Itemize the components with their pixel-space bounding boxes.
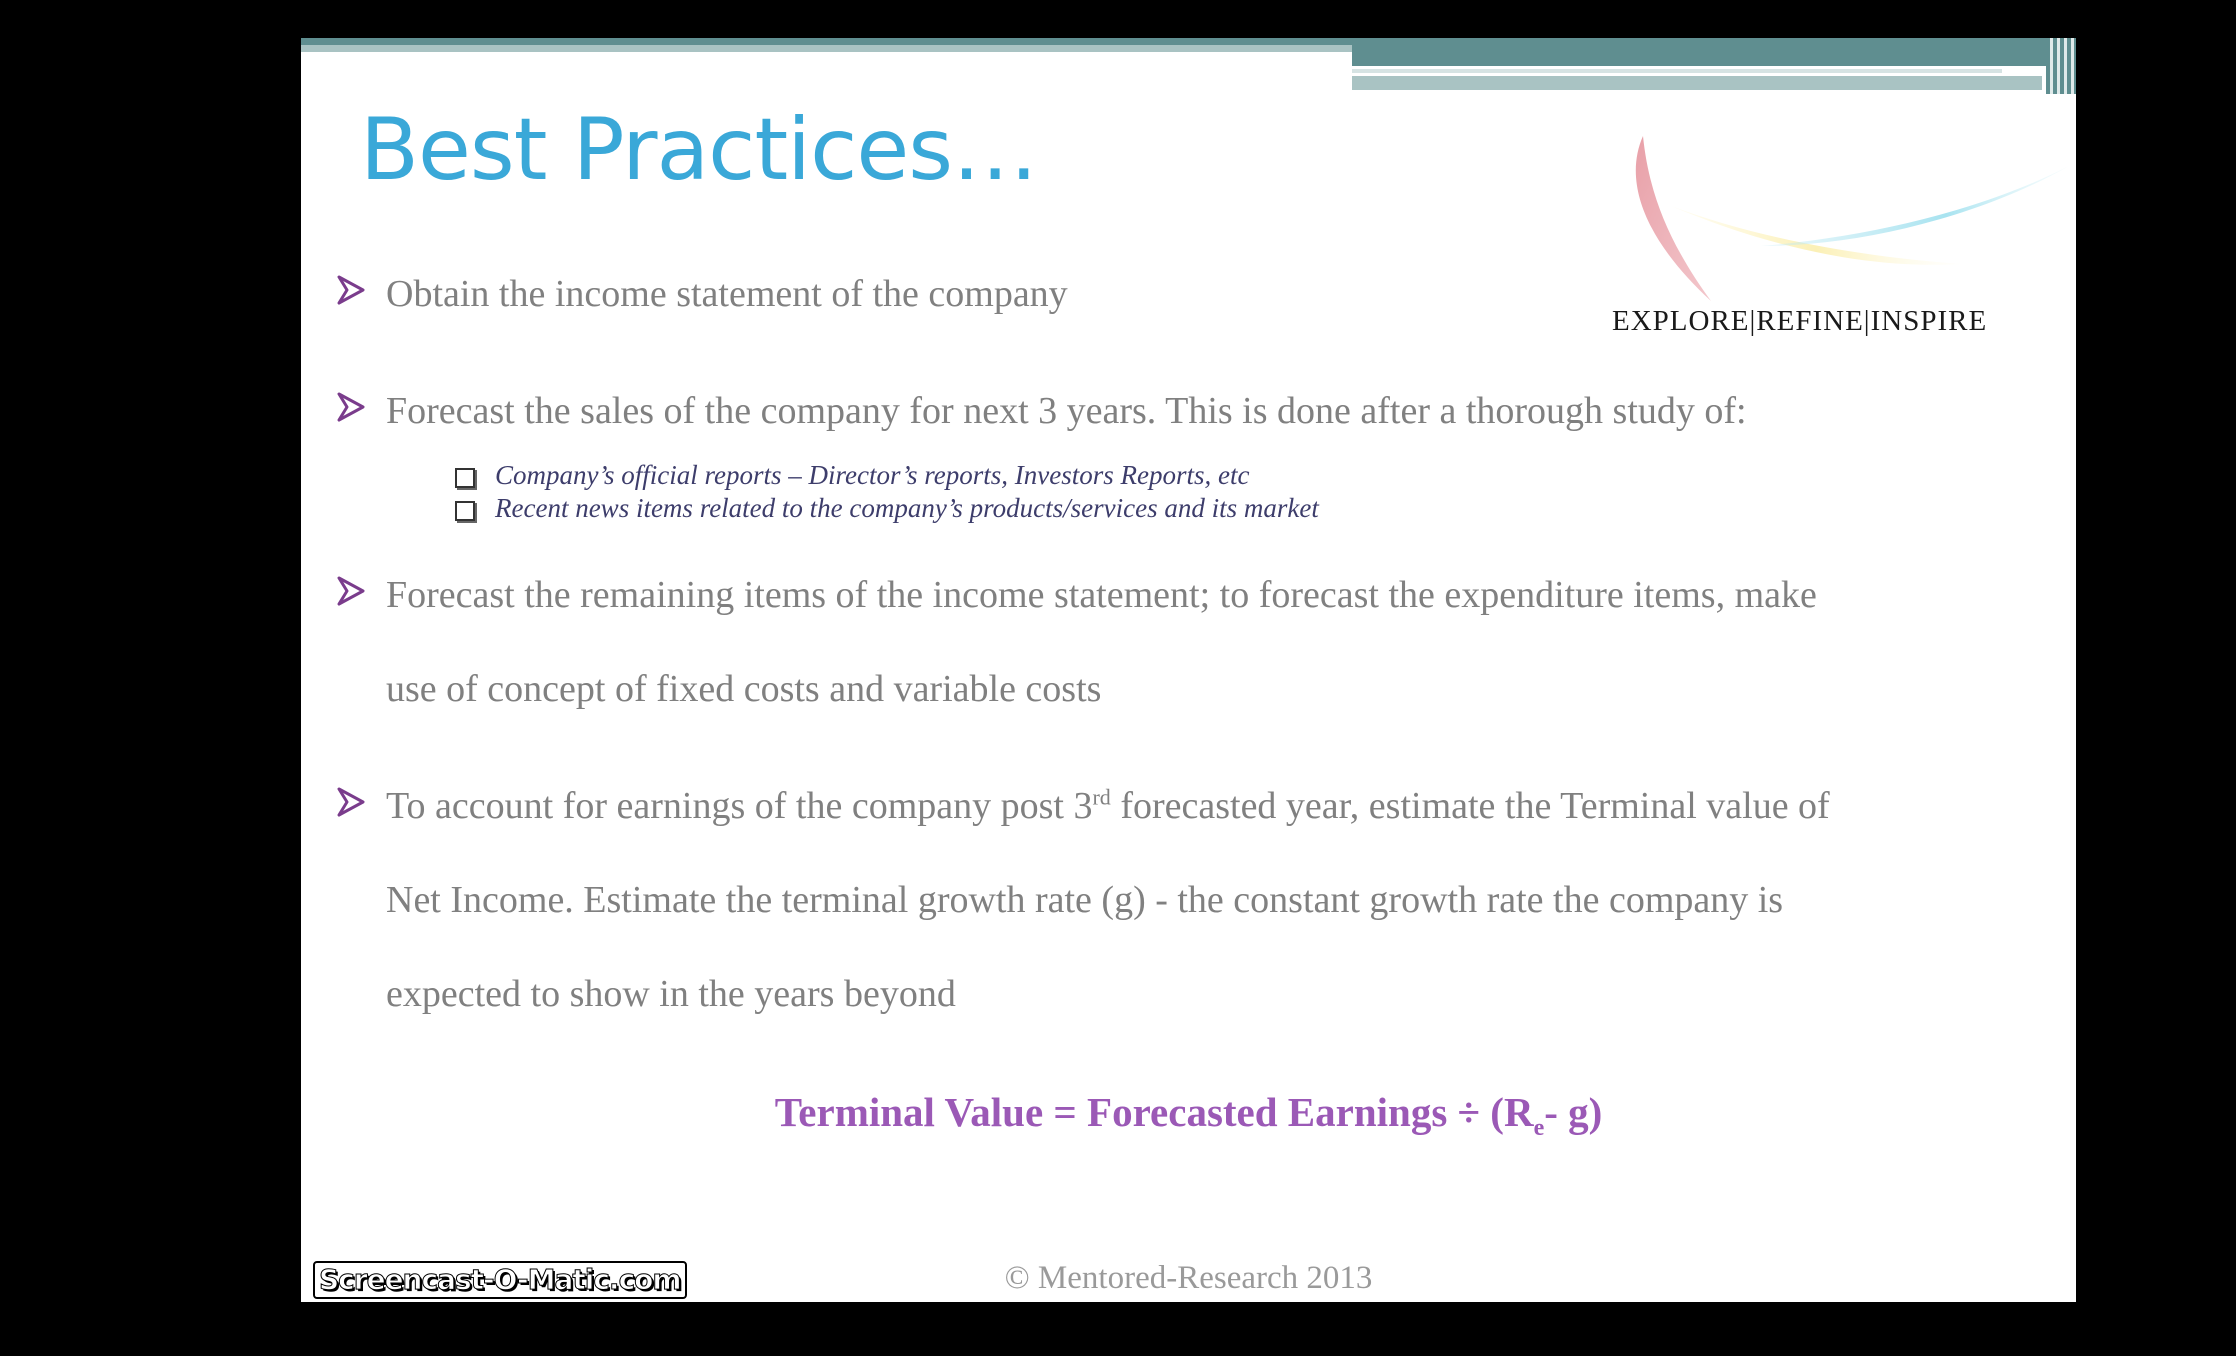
logo-tagline: EXPLORE|REFINE|INSPIRE [1612, 305, 1988, 337]
bullet-arrow-icon [337, 274, 365, 310]
bullet-text-continuation: Net Income. Estimate the terminal growth… [386, 879, 1784, 921]
sub-list-item: Recent news items related to the company… [455, 493, 1319, 524]
header-bar-right-dark [1352, 38, 2076, 66]
header-bar-right-light [1352, 76, 2042, 90]
logo-swoosh-icon [1635, 136, 2069, 301]
bullet-arrow-icon [337, 391, 365, 427]
header-bar-dark [301, 38, 2076, 45]
bullet-text: To account for earnings of the company p… [386, 784, 1830, 827]
bullet-arrow-icon [337, 575, 365, 611]
header-bar-right-line [1352, 69, 2002, 73]
checkbox-icon [455, 467, 475, 488]
bullet-arrow-icon [337, 786, 365, 822]
bullet-text: Forecast the remaining items of the inco… [386, 574, 1817, 616]
sub-list-item: Company’s official reports – Director’s … [455, 460, 1249, 491]
slide-title: Best Practices… [360, 100, 1038, 200]
bullet-text-continuation: use of concept of fixed costs and variab… [386, 668, 1102, 710]
checkbox-icon [455, 500, 475, 521]
slide: EXPLORE|REFINE|INSPIRE Best Practices… O… [301, 38, 2076, 1302]
bullet-text-continuation: expected to show in the years beyond [386, 973, 956, 1015]
bullet-text: Obtain the income statement of the compa… [386, 273, 1068, 315]
terminal-value-formula: Terminal Value = Forecasted Earnings ÷ (… [774, 1089, 1603, 1142]
screencast-watermark: Screencast-O-Matic.com [313, 1261, 687, 1299]
header-stripes [2046, 38, 2076, 94]
bullet-text: Forecast the sales of the company for ne… [386, 390, 1747, 432]
copyright-footer: © Mentored-Research 2013 [1004, 1260, 1373, 1296]
